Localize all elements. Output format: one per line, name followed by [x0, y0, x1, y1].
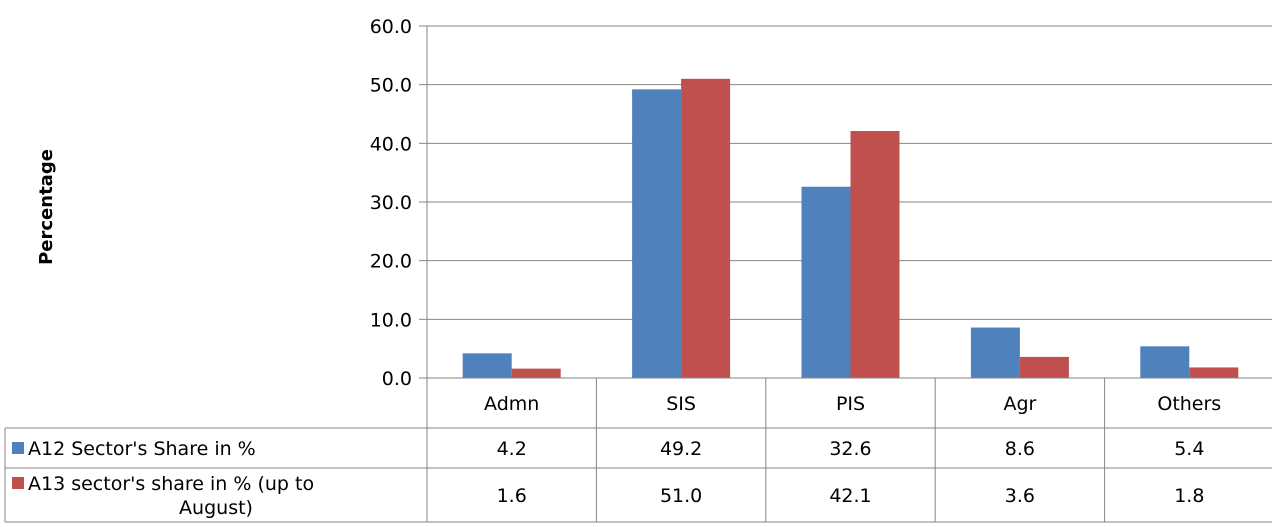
data-label: 1.8	[1174, 485, 1204, 507]
x-tick-label: SIS	[666, 393, 696, 415]
x-tick-label: Others	[1157, 393, 1221, 415]
x-tick-label: Admn	[484, 393, 539, 415]
data-label: 3.6	[1005, 485, 1035, 507]
bar	[1019, 356, 1069, 378]
bar	[511, 368, 561, 378]
data-label: 4.2	[497, 438, 527, 460]
bar	[681, 78, 731, 379]
bar	[462, 353, 512, 378]
data-label: 32.6	[829, 438, 871, 460]
legend-swatch	[12, 477, 24, 489]
bar	[632, 89, 682, 379]
data-label: 42.1	[829, 485, 871, 507]
legend-swatch	[12, 442, 24, 454]
data-table: Admn SIS PIS Agr Others A12 Sector's Share in…	[4, 377, 1272, 523]
bars	[462, 78, 1239, 379]
y-tick-label: 20.0	[370, 251, 412, 273]
data-label: 1.6	[497, 485, 527, 507]
data-label: 5.4	[1174, 438, 1204, 460]
y-tick-label: 0.0	[382, 368, 412, 390]
bar	[850, 131, 900, 378]
y-tick-label: 30.0	[370, 192, 412, 214]
bar	[970, 327, 1020, 378]
data-label: 8.6	[1005, 438, 1035, 460]
data-label: 51.0	[660, 485, 702, 507]
legend-label: A13 sector's share in % (up to	[28, 473, 314, 495]
bar	[801, 186, 851, 378]
legend-label: August)	[179, 497, 253, 519]
bar	[1140, 346, 1190, 378]
y-tick-label: 50.0	[370, 75, 412, 97]
y-axis-label: Percentage	[36, 149, 57, 265]
x-tick-label: PIS	[836, 393, 865, 415]
y-tick-label: 10.0	[370, 309, 412, 331]
y-tick-label: 60.0	[370, 16, 412, 38]
axes: 0.0 10.0 20.0 30.0 40.0 50.0 60.0	[370, 16, 428, 390]
data-label: 49.2	[660, 438, 702, 460]
y-tick-label: 40.0	[370, 133, 412, 155]
x-tick-label: Agr	[1003, 393, 1036, 415]
legend-label: A12 Sector's Share in %	[28, 438, 256, 460]
bar	[1189, 367, 1239, 378]
